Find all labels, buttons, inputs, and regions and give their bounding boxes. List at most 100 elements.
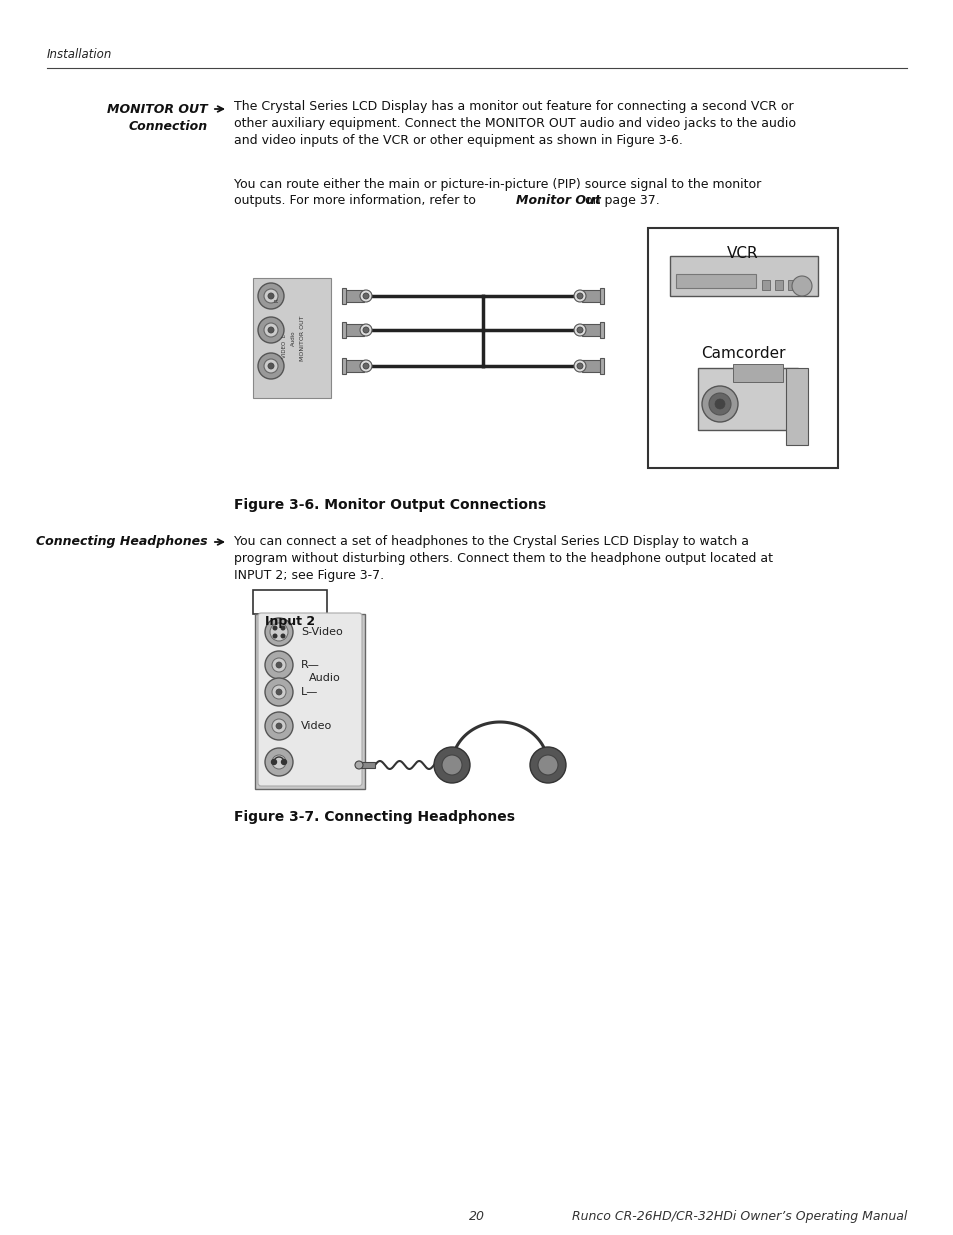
Bar (787, 280, 795, 290)
Text: Installation: Installation (47, 48, 112, 61)
Bar (676, 274, 755, 288)
Bar (599, 358, 603, 374)
Circle shape (265, 651, 293, 679)
Bar (344, 290, 364, 303)
Bar (732, 364, 782, 382)
Bar (647, 228, 837, 468)
Circle shape (363, 327, 369, 333)
Circle shape (359, 359, 372, 372)
Bar (581, 324, 601, 336)
Bar (599, 322, 603, 338)
Wedge shape (530, 747, 565, 783)
Circle shape (574, 324, 585, 336)
Circle shape (363, 293, 369, 299)
FancyBboxPatch shape (253, 590, 327, 614)
Bar (344, 359, 364, 372)
Text: outputs. For more information, refer to: outputs. For more information, refer to (233, 194, 479, 207)
Circle shape (714, 399, 724, 409)
Circle shape (268, 293, 274, 299)
Bar (669, 256, 817, 296)
Bar (360, 762, 375, 768)
Bar (253, 278, 331, 398)
Bar (785, 368, 807, 445)
Circle shape (275, 722, 282, 729)
Text: S-Video: S-Video (301, 627, 342, 637)
Text: MONITOR OUT: MONITOR OUT (108, 103, 208, 116)
Circle shape (574, 290, 585, 303)
Circle shape (265, 713, 293, 740)
Circle shape (265, 618, 293, 646)
Circle shape (272, 685, 286, 699)
Bar (341, 358, 346, 374)
Text: VCR: VCR (726, 246, 758, 261)
Bar (761, 280, 769, 290)
Text: Audio: Audio (309, 673, 340, 683)
Circle shape (275, 662, 282, 668)
Circle shape (264, 359, 277, 373)
Text: Input 2: Input 2 (265, 615, 314, 629)
Circle shape (359, 290, 372, 303)
Circle shape (268, 327, 274, 333)
Text: R—: R— (301, 659, 319, 671)
Circle shape (257, 283, 284, 309)
Circle shape (355, 761, 363, 769)
Circle shape (272, 755, 286, 769)
Circle shape (264, 324, 277, 337)
Circle shape (275, 689, 282, 695)
Text: Connecting Headphones: Connecting Headphones (36, 535, 208, 548)
Bar (599, 288, 603, 304)
Text: Connection: Connection (129, 120, 208, 133)
Text: Video: Video (301, 721, 332, 731)
Text: Figure 3-6. Monitor Output Connections: Figure 3-6. Monitor Output Connections (233, 498, 545, 513)
Bar (774, 280, 782, 290)
Circle shape (441, 755, 461, 776)
Circle shape (272, 760, 276, 764)
Circle shape (701, 387, 738, 422)
Circle shape (265, 678, 293, 706)
Circle shape (577, 327, 582, 333)
Circle shape (270, 622, 288, 641)
Bar (344, 324, 364, 336)
Text: You can connect a set of headphones to the Crystal Series LCD Display to watch a: You can connect a set of headphones to t… (233, 535, 772, 582)
Bar (341, 322, 346, 338)
Circle shape (273, 635, 276, 637)
Circle shape (791, 275, 811, 296)
Bar (698, 368, 797, 430)
Circle shape (268, 363, 274, 369)
FancyBboxPatch shape (257, 613, 361, 785)
Text: Figure 3-7. Connecting Headphones: Figure 3-7. Connecting Headphones (233, 810, 515, 824)
Circle shape (577, 293, 582, 299)
Wedge shape (434, 747, 470, 783)
Text: You can route either the main or picture-in-picture (PIP) source signal to the m: You can route either the main or picture… (233, 178, 760, 191)
Text: on page 37.: on page 37. (580, 194, 659, 207)
Text: MONITOR OUT: MONITOR OUT (300, 315, 305, 361)
Circle shape (281, 635, 285, 637)
Circle shape (264, 289, 277, 303)
Circle shape (537, 755, 558, 776)
Text: Audio: Audio (291, 330, 295, 346)
Circle shape (281, 760, 286, 764)
Text: VIDEO  L: VIDEO L (282, 335, 287, 358)
Text: R: R (274, 298, 279, 301)
Circle shape (265, 748, 293, 776)
Bar (341, 288, 346, 304)
Circle shape (257, 317, 284, 343)
Bar (254, 614, 365, 789)
Circle shape (273, 626, 276, 630)
Text: 20: 20 (469, 1210, 484, 1223)
Text: Runco CR-26HD/CR-32HDi Owner’s Operating Manual: Runco CR-26HD/CR-32HDi Owner’s Operating… (571, 1210, 906, 1223)
Text: Monitor Out: Monitor Out (516, 194, 600, 207)
Circle shape (257, 353, 284, 379)
Text: The Crystal Series LCD Display has a monitor out feature for connecting a second: The Crystal Series LCD Display has a mon… (233, 100, 795, 147)
Text: L—: L— (301, 687, 318, 697)
Text: Camcorder: Camcorder (700, 346, 784, 361)
Circle shape (272, 658, 286, 672)
Bar (581, 290, 601, 303)
Circle shape (359, 324, 372, 336)
Circle shape (574, 359, 585, 372)
Circle shape (272, 719, 286, 734)
Bar (581, 359, 601, 372)
Circle shape (363, 363, 369, 369)
Circle shape (281, 626, 285, 630)
Circle shape (708, 393, 730, 415)
